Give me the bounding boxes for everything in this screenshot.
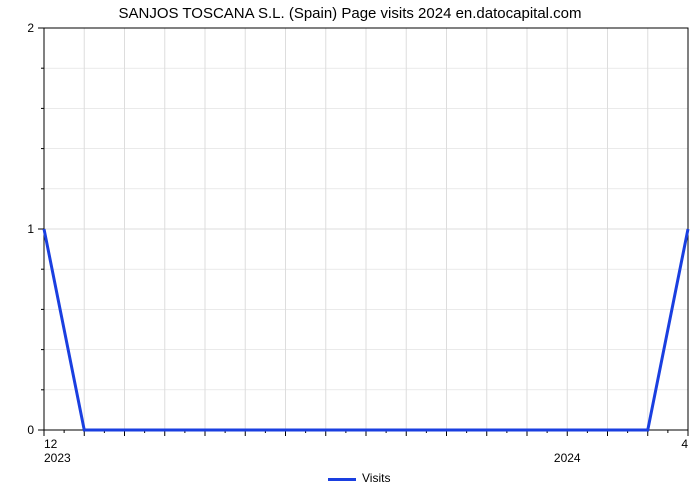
svg-text:2024: 2024 xyxy=(554,451,581,465)
x-axis-labels: 122023 2024 4 xyxy=(44,437,688,465)
svg-text:0: 0 xyxy=(27,423,34,437)
legend-label: Visits xyxy=(362,471,390,485)
y-axis-labels: 0 1 2 xyxy=(27,21,34,437)
svg-text:1: 1 xyxy=(27,222,34,236)
chart-title: SANJOS TOSCANA S.L. (Spain) Page visits … xyxy=(118,5,581,22)
svg-text:12: 12 xyxy=(44,437,58,451)
chart-axes xyxy=(38,28,688,436)
svg-text:2: 2 xyxy=(27,21,34,35)
chart-legend: Visits xyxy=(328,471,390,485)
svg-text:2023: 2023 xyxy=(44,451,71,465)
svg-text:4: 4 xyxy=(681,437,688,451)
legend-swatch xyxy=(328,478,356,481)
chart-grid xyxy=(44,28,688,430)
visits-chart: SANJOS TOSCANA S.L. (Spain) Page visits … xyxy=(0,0,700,500)
